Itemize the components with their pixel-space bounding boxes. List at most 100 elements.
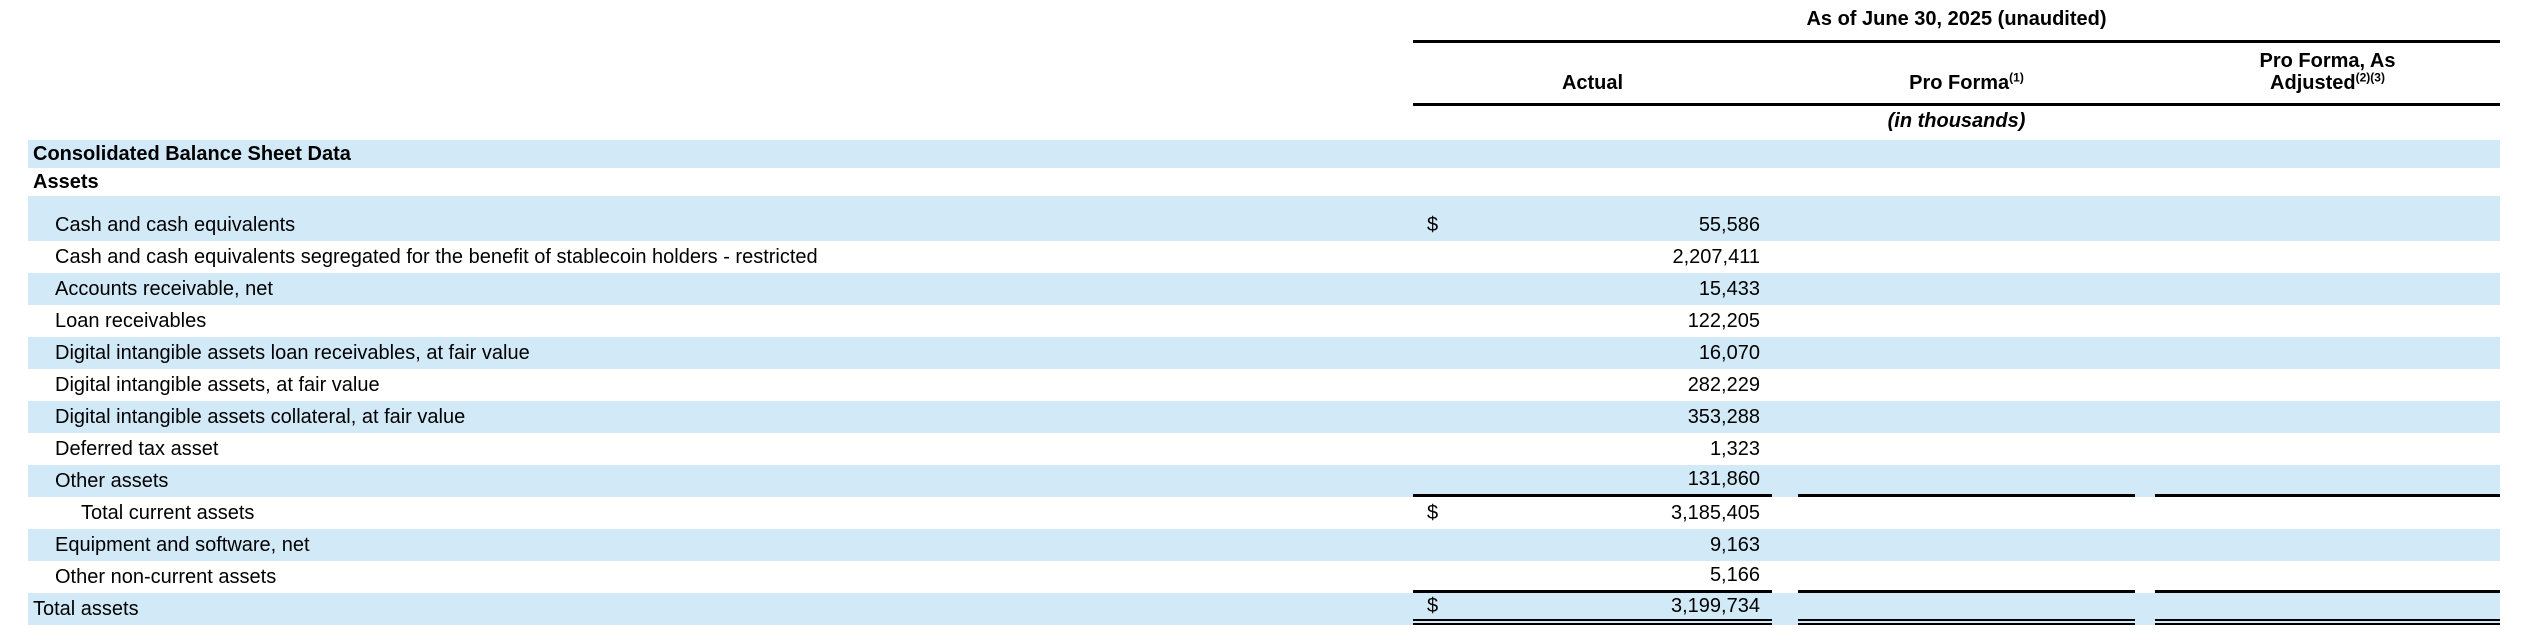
column-gap: [1772, 196, 1798, 209]
pro-forma-adjusted-cell: [2155, 209, 2500, 241]
actual-value: 3,199,734: [1671, 594, 1760, 617]
table-row: Cash and cash equivalents segregated for…: [28, 241, 2500, 273]
actual-value: 15,433: [1698, 277, 1760, 300]
pro-forma-adjusted-cell: [2155, 305, 2500, 337]
pro-forma-adjusted-cell: [2155, 196, 2500, 209]
column-gap: [1772, 305, 1798, 337]
column-gap: [1772, 241, 1798, 273]
pro-forma-adjusted-cell: [2155, 241, 2500, 273]
actual-value: 5,166: [1709, 564, 1760, 586]
table-row: Consolidated Balance Sheet Data: [28, 140, 2500, 168]
row-label: Loan receivables: [55, 309, 207, 332]
column-gap: [2135, 241, 2155, 273]
actual-cell: 122,205: [1413, 305, 1772, 337]
actual-value: 282,229: [1687, 373, 1760, 396]
pro-forma-cell: [1798, 561, 2135, 593]
actual-cell: 1,323: [1413, 433, 1772, 465]
row-label: Consolidated Balance Sheet Data: [33, 142, 351, 165]
column-gap: [2135, 561, 2155, 593]
column-gap: [1772, 337, 1798, 369]
pro-forma-adjusted-cell: [2155, 140, 2500, 168]
column-gap: [1772, 465, 1798, 497]
column-gap: [1772, 369, 1798, 401]
actual-cell: 16,070: [1413, 337, 1772, 369]
table-header: As of June 30, 2025 (unaudited) Actual P…: [1413, 0, 2500, 140]
actual-value: 16,070: [1698, 341, 1760, 364]
actual-currency-symbol: $: [1427, 501, 1439, 524]
pro-forma-cell: [1798, 465, 2135, 497]
pro-forma-cell: [1798, 337, 2135, 369]
actual-value: 131,860: [1687, 468, 1760, 490]
column-gap: [1772, 140, 1798, 168]
column-headers-row: Actual Pro Forma(1) Pro Forma, As Adjuste…: [1413, 43, 2500, 103]
actual-cell: 2,207,411: [1413, 241, 1772, 273]
actual-cell: [1413, 140, 1772, 168]
actual-cell: 5,166: [1413, 561, 1772, 593]
header-rule-bottom: [1413, 103, 2500, 106]
table-row: Deferred tax asset 1,323: [28, 433, 2500, 465]
actual-cell: $ 55,586: [1413, 209, 1772, 241]
column-gap: [2135, 168, 2155, 196]
actual-value: 3,185,405: [1671, 501, 1760, 524]
actual-cell: [1413, 196, 1772, 209]
row-label: Accounts receivable, net: [55, 277, 273, 300]
actual-value: 1,323: [1709, 437, 1760, 460]
pro-forma-adjusted-cell: [2155, 433, 2500, 465]
column-gap: [2135, 497, 2155, 529]
actual-cell: 131,860: [1413, 465, 1772, 497]
column-header-pro-forma-as-adjusted: Pro Forma, As Adjusted(2)(3): [2259, 50, 2396, 94]
pro-forma-cell: [1798, 168, 2135, 196]
pro-forma-cell: [1798, 241, 2135, 273]
header-rule-top: [1413, 40, 2500, 43]
table-row: Loan receivables 122,205: [28, 305, 2500, 337]
column-header-actual: Actual: [1561, 72, 1624, 94]
table-row: Digital intangible assets loan receivabl…: [28, 337, 2500, 369]
actual-cell: 353,288: [1413, 401, 1772, 433]
pro-forma-cell: [1798, 196, 2135, 209]
actual-cell: 282,229: [1413, 369, 1772, 401]
column-gap: [1772, 168, 1798, 196]
pro-forma-adjusted-cell: [2155, 593, 2500, 625]
column-gap: [2135, 369, 2155, 401]
row-label: Assets: [33, 170, 99, 193]
column-gap: [1772, 273, 1798, 305]
table-row: [28, 196, 2500, 209]
pro-forma-adjusted-cell: [2155, 273, 2500, 305]
column-gap: [2135, 401, 2155, 433]
row-label: Other non-current assets: [55, 565, 277, 588]
actual-cell: 9,163: [1413, 529, 1772, 561]
row-label: Digital intangible assets collateral, at…: [55, 405, 466, 428]
column-gap: [1772, 433, 1798, 465]
table-row: Digital intangible assets collateral, at…: [28, 401, 2500, 433]
pro-forma-cell: [1798, 401, 2135, 433]
pro-forma-cell: [1798, 209, 2135, 241]
column-gap: [2135, 433, 2155, 465]
row-label: Other assets: [55, 469, 169, 492]
column-gap: [2135, 593, 2155, 625]
actual-value: 122,205: [1687, 309, 1760, 332]
table-row: Total assets $ 3,199,734: [28, 593, 2500, 625]
column-gap: [2135, 337, 2155, 369]
pro-forma-adjusted-cell: [2155, 561, 2500, 593]
row-label: Cash and cash equivalents segregated for…: [55, 245, 818, 268]
actual-cell: [1413, 168, 1772, 196]
column-gap: [1772, 497, 1798, 529]
table-row: Assets: [28, 168, 2500, 196]
column-gap: [1772, 561, 1798, 593]
actual-value: 9,163: [1709, 533, 1760, 556]
actual-value: 2,207,411: [1672, 245, 1761, 268]
pro-forma-cell: [1798, 140, 2135, 168]
column-header-pro-forma: Pro Forma(1): [1909, 70, 2024, 94]
pro-forma-cell: [1798, 273, 2135, 305]
row-label: Digital intangible assets, at fair value: [55, 373, 380, 396]
actual-cell: 15,433: [1413, 273, 1772, 305]
actual-value: 55,586: [1698, 213, 1760, 236]
row-label: [28, 196, 1413, 209]
table-row: Cash and cash equivalents $ 55,586: [28, 209, 2500, 241]
row-label: Deferred tax asset: [55, 437, 219, 460]
pro-forma-adjusted-cell: [2155, 168, 2500, 196]
actual-value: 353,288: [1687, 405, 1760, 428]
pro-forma-cell: [1798, 593, 2135, 625]
column-gap: [1772, 593, 1798, 625]
